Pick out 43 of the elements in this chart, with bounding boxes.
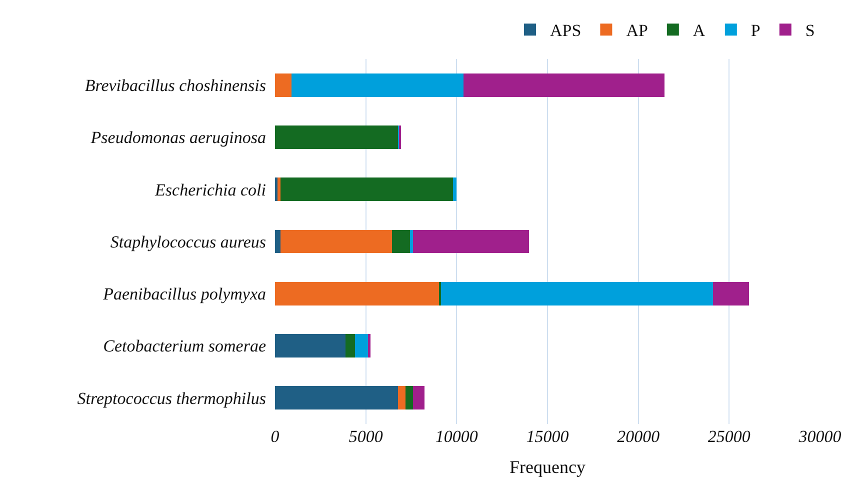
bar	[713, 282, 750, 306]
bar	[280, 178, 454, 202]
bar	[275, 73, 292, 97]
x-tick-label: 25000	[708, 427, 751, 446]
y-tick-label: Streptococcus thermophilus	[77, 388, 266, 408]
bar	[275, 178, 278, 202]
bar	[441, 282, 714, 306]
legend-label: AP	[626, 21, 648, 40]
y-tick-label: Staphylococcus aureus	[110, 232, 266, 252]
legend-label: P	[750, 21, 760, 40]
x-tick-label: 10000	[435, 427, 478, 446]
x-tick-label: 30000	[798, 427, 842, 446]
legend-label: APS	[550, 21, 582, 40]
y-tick-label: Pseudomonas aeruginosa	[90, 128, 266, 148]
bar	[453, 178, 456, 202]
legend-label: S	[805, 21, 815, 40]
bar	[398, 386, 406, 410]
x-tick-label: 5000	[348, 427, 384, 446]
bar	[412, 230, 529, 254]
y-tick-label: Escherichia coli	[154, 180, 266, 200]
y-tick-label: Cetobacterium somerae	[103, 336, 266, 356]
bar	[410, 230, 413, 254]
bar	[275, 125, 398, 149]
bar	[392, 230, 410, 254]
bar	[275, 230, 280, 254]
y-tick-label: Brevibacillus choshinensis	[84, 76, 266, 96]
bar	[291, 73, 464, 97]
bar	[354, 334, 369, 358]
bar	[278, 178, 280, 202]
bar	[275, 334, 346, 358]
bar	[275, 386, 398, 410]
bar	[463, 73, 664, 97]
bar	[413, 386, 425, 410]
legend-label: A	[692, 21, 706, 40]
bar	[346, 334, 355, 358]
x-tick-label: 0	[270, 427, 280, 446]
x-tick-label: 15000	[526, 427, 570, 446]
bar	[275, 282, 440, 306]
bar	[280, 230, 392, 254]
x-axis-title: Frequency	[510, 457, 586, 478]
y-tick-label: Paenibacillus polymyxa	[102, 284, 266, 304]
bar	[405, 386, 414, 410]
x-tick-label: 20000	[617, 427, 660, 446]
